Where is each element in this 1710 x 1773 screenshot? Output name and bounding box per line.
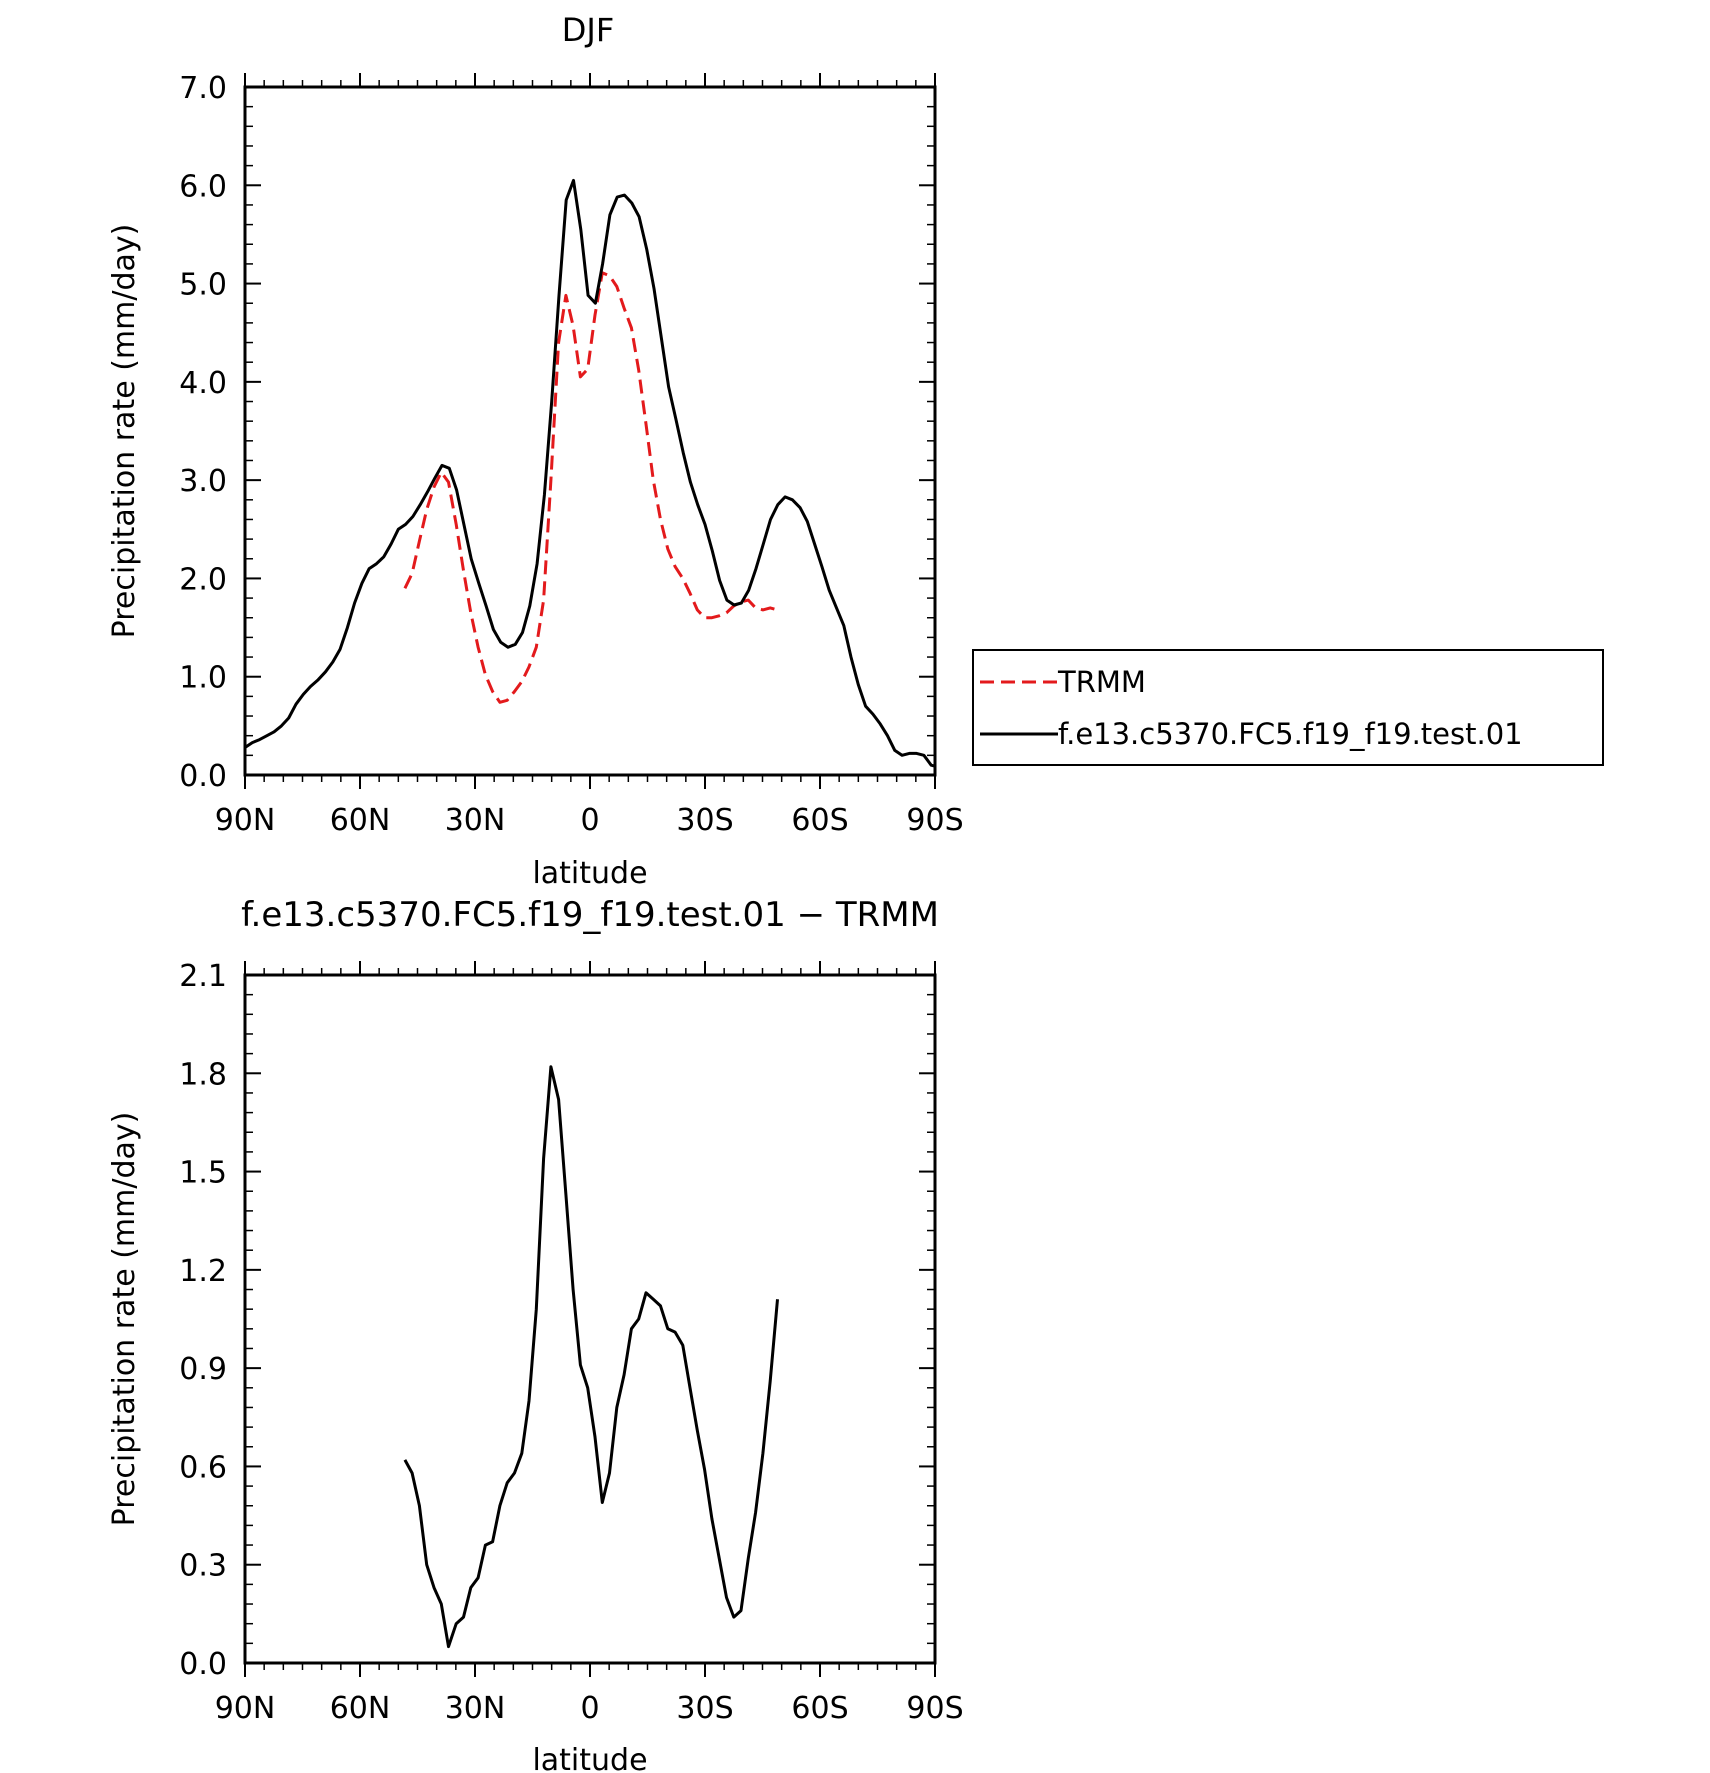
y-tick-label: 2.1 [179,959,227,994]
y-tick-label: 0.6 [179,1450,227,1485]
legend-label-trmm: TRMM [1057,665,1146,699]
x-tick-label: 30N [445,1691,506,1726]
y-tick-label: 0.3 [179,1549,227,1584]
top-chart-series-line-1 [244,178,936,768]
bottom-chart-ticks [244,961,936,1677]
y-tick-label: 5.0 [179,268,227,303]
y-tick-label: 4.0 [179,366,227,401]
x-tick-label: 30N [445,803,506,838]
y-tick-label: 1.0 [179,661,227,696]
x-tick-label: 60N [330,803,391,838]
y-tick-label: 3.0 [179,464,227,499]
x-tick-label: 90N [215,1691,276,1726]
bottom-chart-x-tick-labels: 90N 60N 30N 0 30S 60S 90S [215,1691,964,1726]
top-chart-title: DJF [562,11,614,49]
x-tick-label: 60S [791,1691,848,1726]
y-tick-label: 1.8 [179,1057,227,1092]
bottom-chart-panel: f.e13.c5370.FC5.f19_f19.test.01 − TRMM 0… [107,895,964,1773]
y-tick-label: 0.0 [179,759,227,794]
top-chart-x-tick-labels: 90N 60N 30N 0 30S 60S 90S [215,803,964,838]
x-tick-label: 30S [676,1691,733,1726]
legend-label-model: f.e13.c5370.FC5.f19_f19.test.01 [1058,717,1523,751]
y-tick-label: 0.9 [179,1352,227,1387]
y-tick-label: 0.0 [179,1647,227,1682]
top-chart-y-tick-labels: 0.0 1.0 2.0 3.0 4.0 5.0 6.0 7.0 [179,71,227,794]
x-tick-label: 60S [791,803,848,838]
top-chart-series [244,178,936,768]
x-tick-label: 60N [330,1691,391,1726]
y-tick-label: 1.5 [179,1156,227,1191]
top-chart-ticks [244,73,936,789]
bottom-chart-series-line-0 [403,1065,779,1649]
bottom-chart-y-tick-labels: 0.0 0.3 0.6 0.9 1.2 1.5 1.8 2.1 [179,959,227,1682]
y-tick-label: 7.0 [179,71,227,106]
bottom-chart-y-axis-label: Precipitation rate (mm/day) [107,1112,142,1527]
x-tick-label: 0 [580,1691,599,1726]
top-chart-x-axis-label: latitude [532,856,647,891]
x-tick-label: 90S [906,803,963,838]
bottom-chart-title: f.e13.c5370.FC5.f19_f19.test.01 − TRMM [241,895,939,935]
top-chart-frame [243,85,937,777]
legend-box [972,649,1604,766]
bottom-chart-x-axis-label: latitude [532,1743,647,1773]
top-chart-panel: DJF 0.0 1.0 2.0 3.0 4.0 5.0 6.0 7.0 90N 60N 30N 0 3… [107,11,964,891]
top-chart-y-axis-label: Precipitation rate (mm/day) [107,224,142,639]
x-tick-label: 0 [580,803,599,838]
x-tick-label: 90N [215,803,276,838]
bottom-chart-frame [243,973,937,1665]
y-tick-label: 1.2 [179,1254,227,1289]
y-tick-label: 6.0 [179,169,227,204]
x-tick-label: 90S [906,1691,963,1726]
x-tick-label: 30S [676,803,733,838]
y-tick-label: 2.0 [179,562,227,597]
top-chart-series-line-0 [403,271,778,704]
legend: TRMM f.e13.c5370.FC5.f19_f19.test.01 [972,649,1604,766]
bottom-chart-series [403,1065,779,1649]
